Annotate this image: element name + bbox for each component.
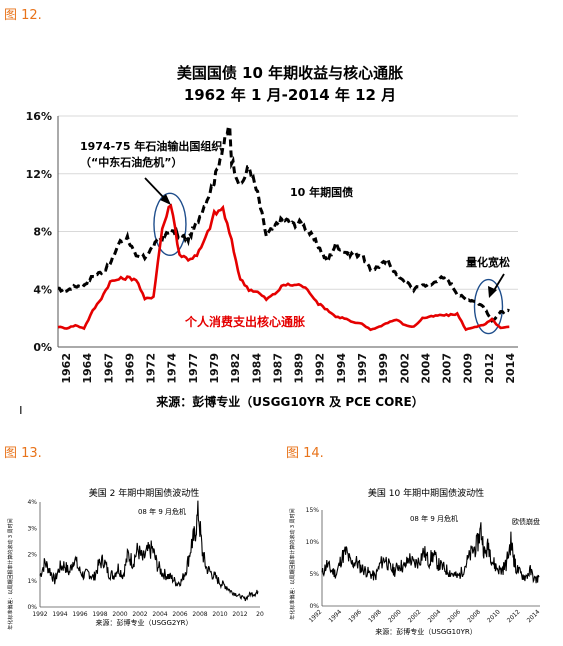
x-tick-label: 2004 [152,611,167,618]
chart-source: 来源：彭博专业（USGG10YR） [375,627,476,636]
figure-13-label: 图 13. [4,446,42,461]
y-axis-label: 年化标准偏差：以周期回报率计算的滚动 3 周时间 [289,508,296,619]
x-tick-label: 2008 [466,608,482,624]
y-tick-label: 0% [309,603,319,610]
figure-12-label: 图 12. [4,8,42,23]
x-tick-label: 2012 [506,608,522,624]
x-tick-label: 2002 [132,611,147,618]
annotation-oil-crisis-sub: （“中东石油危机”） [80,155,182,169]
x-tick-label: 20 [256,611,264,618]
x-tick-label: 1977 [187,353,200,384]
x-tick-label: 1998 [367,608,383,624]
x-tick-label: 1992 [32,611,47,618]
chart-10y-volatility: 美国 10 年期中期国债波动性 年化标准偏差：以周期回报率计算的滚动 3 周时间… [289,487,542,636]
x-tick-label: 2006 [172,611,187,618]
x-tick-label: 2002 [407,608,423,624]
x-tick-label: 2004 [419,353,432,384]
x-tick-label: 1964 [81,353,94,384]
y-tick-label: 12% [26,168,52,181]
chart-title: 美国 2 年期中期国债波动性 [89,487,199,499]
series-line [39,500,259,602]
y-tick-label: 8% [33,226,52,239]
x-tick-label: 1972 [145,353,158,384]
annotation-treasury-label: 10 年期国债 [290,185,353,199]
series-line-10y-treasury [57,124,510,323]
x-tick-label: 1967 [102,353,115,384]
x-tick-label: 2014 [504,353,517,384]
arrow-oil-crisis [144,177,171,205]
y-tick-label: 16% [26,110,52,123]
x-tick-label: 2004 [427,608,443,624]
chart-title: 美国国债 10 年期收益与核心通胀 [177,64,403,82]
annotation-core-pce-label: 个人消费支出核心通胀 [184,314,305,329]
chart-subtitle: 1962 年 1 月-2014 年 12 月 [184,86,396,104]
x-tick-label: 2002 [398,353,411,384]
x-tick-label: 2014 [526,608,542,624]
y-tick-label: 3% [27,525,37,532]
x-tick-label: 1996 [72,611,87,618]
x-tick-label: 2007 [441,353,454,384]
chart-source: 来源：彭博专业（USGG10YR 及 PCE CORE） [155,394,424,409]
x-tick-label: 1994 [327,608,343,624]
y-tick-label: 10% [306,539,320,546]
x-tick-label: 1997 [356,353,369,384]
x-tick-label: 1974 [166,353,179,384]
arrow-qe [488,273,505,298]
qe-circle [473,278,504,335]
x-tick-label: 1989 [293,353,306,384]
y-tick-label: 1% [27,578,37,585]
chart-2y-volatility: 美国 2 年期中期国债波动性 年化标准偏差：以周期回报率计算的滚动 3 周时间 … [7,487,264,630]
x-tick-label: 2000 [112,611,127,618]
x-tick-label: 1992 [308,608,324,624]
x-tick-label: 1987 [271,353,284,384]
annotation-euro-debt: 欧债崩盘 [512,517,540,526]
annotation-crisis: 08 年 9 月危机 [410,514,458,523]
annotation-qe-label: 量化宽松 [466,255,510,269]
x-tick-label: 1994 [335,353,348,384]
y-tick-label: 4% [27,499,37,506]
chart-title: 美国 10 年期中期国债波动性 [368,487,484,499]
x-tick-label: 1996 [347,608,363,624]
chart-source: 来源：彭博专业（USGG2YR） [95,618,192,627]
annotation-oil-crisis: 1974-75 年石油输出国组织 [80,139,222,153]
y-tick-label: 0% [27,604,37,611]
y-tick-label: 15% [306,507,320,514]
figure-14-label: 图 14. [286,446,324,461]
annotation-crisis: 08 年 9 月危机 [138,507,186,516]
x-tick-label: 2006 [446,608,462,624]
x-tick-label: 2010 [212,611,227,618]
y-axis-label: 年化标准偏差：以周期回报率计算的滚动 3 周时间 [7,518,14,629]
series-line [321,522,540,584]
x-tick-label: 1969 [123,353,136,384]
x-tick-label: 1998 [92,611,107,618]
x-tick-label: 2012 [232,611,247,618]
x-tick-label: 1994 [52,611,67,618]
x-tick-label: 2008 [192,611,207,618]
x-tick-label: 1962 [60,353,73,384]
oil-crisis-circle [153,192,187,256]
y-tick-label: 4% [33,283,52,296]
y-tick-label: 0% [33,341,52,354]
x-tick-label: 2009 [462,353,475,384]
y-tick-label: 5% [309,571,319,578]
x-tick-label: 2012 [483,353,496,384]
chart-treasury-vs-core-pce: 美国国债 10 年期收益与核心通胀 1962 年 1 月-2014 年 12 月… [20,64,518,414]
x-tick-label: 1992 [314,353,327,384]
x-tick-label: 1979 [208,353,221,384]
series-line-core-pce [57,203,510,332]
x-tick-label: 1982 [229,353,242,384]
x-tick-label: 1999 [377,353,390,384]
x-tick-label: 2000 [387,608,403,624]
y-tick-label: 2% [27,552,37,559]
stray-mark [20,406,22,414]
x-tick-label: 1984 [250,353,263,384]
x-tick-label: 2010 [486,608,502,624]
